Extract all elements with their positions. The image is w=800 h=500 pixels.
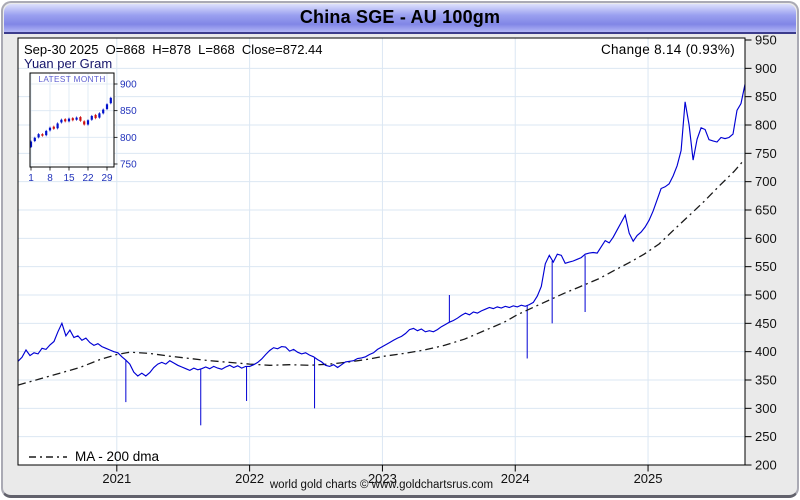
inset-x-tick-label: 29: [101, 173, 113, 184]
plot-area: [18, 38, 745, 465]
inset-y-tick-label: 900: [120, 80, 137, 91]
plot-border: [17, 37, 746, 466]
inset-candle-body: [33, 137, 36, 142]
y-tick-label: 900: [755, 61, 777, 76]
inset-candle-body: [102, 109, 105, 114]
inset-candle-body: [86, 120, 90, 125]
inset-border: [29, 72, 115, 168]
inset-x-tick-label: 15: [63, 173, 75, 184]
inset-candle-body: [48, 127, 52, 131]
inset-candle-body: [83, 121, 86, 125]
inset-x-tick-label: 8: [47, 173, 53, 184]
inset-candle-body: [64, 119, 67, 122]
inset-x-tick-label: 1: [28, 173, 34, 184]
inset-candle-body: [75, 117, 78, 120]
credit-line: world gold charts © www.goldchartsrus.co…: [269, 479, 494, 491]
unit-label: Yuan per Gram: [24, 56, 113, 71]
inset-candle-body: [71, 118, 74, 121]
inset-candle-body: [37, 134, 40, 138]
inset-candle-body: [98, 113, 101, 118]
y-tick-label: 450: [755, 316, 777, 331]
inset-y-tick-label: 800: [120, 133, 137, 144]
y-tick-label: 800: [755, 118, 777, 133]
y-tick-label: 850: [755, 89, 777, 104]
inset-candle-body: [105, 104, 109, 110]
title-bar: China SGE - AU 100gm: [4, 4, 796, 34]
x-tick-label: 2024: [501, 471, 530, 486]
y-tick-label: 650: [755, 203, 777, 218]
inset-candle-body: [29, 141, 33, 147]
ma-200-line: [17, 159, 745, 386]
inset-candle-body: [45, 130, 48, 136]
inset-latest-month-chart: LATEST MONTH 750 800 850 900 1 8 15 22 29: [28, 72, 137, 184]
change-readout: Change 8.14 (0.93%): [600, 42, 735, 57]
ma-legend-swatch: [29, 455, 67, 458]
y-tick-label: 950: [755, 33, 777, 48]
inset-candle-body: [52, 126, 55, 129]
y-tick-label: 500: [755, 288, 777, 303]
ohlc-readout: Sep-30 2025 O=868 H=878 L=868 Close=872.…: [24, 42, 323, 57]
inset-candle-body: [56, 123, 59, 129]
inset-x-tick-label: 22: [82, 173, 94, 184]
inset-title: LATEST MONTH: [38, 75, 105, 84]
y-tick-label: 300: [755, 401, 777, 416]
x-tick-label: 2022: [235, 471, 264, 486]
y-tick-label: 400: [755, 344, 777, 359]
price-line: [17, 84, 746, 377]
y-tick-label: 550: [755, 259, 777, 274]
chart-title: China SGE - AU 100gm: [299, 7, 501, 27]
ma-legend: MA - 200 dma: [28, 449, 159, 464]
y-tick-label: 600: [755, 231, 777, 246]
y-tick-label: 350: [755, 373, 777, 388]
inset-candle-body: [79, 117, 82, 121]
inset-candle-body: [67, 118, 71, 122]
inset-y-tick-label: 750: [120, 159, 137, 170]
inset-candle-body: [60, 119, 63, 123]
inset-y-tick-label: 850: [120, 106, 137, 117]
y-tick-label: 250: [755, 429, 777, 444]
inset-candle-body: [41, 134, 44, 136]
x-tick-label: 2025: [634, 471, 663, 486]
x-tick-label: 2023: [368, 471, 397, 486]
y-tick-label: 700: [755, 174, 777, 189]
y-tick-label: 200: [755, 458, 777, 473]
x-tick-label: 2021: [102, 471, 131, 486]
inset-candle-body: [109, 97, 112, 104]
inset-candle-body: [94, 114, 97, 119]
y-tick-label: 750: [755, 146, 777, 161]
inset-candle-body: [90, 115, 93, 120]
ma-legend-label: MA - 200 dma: [75, 449, 160, 464]
